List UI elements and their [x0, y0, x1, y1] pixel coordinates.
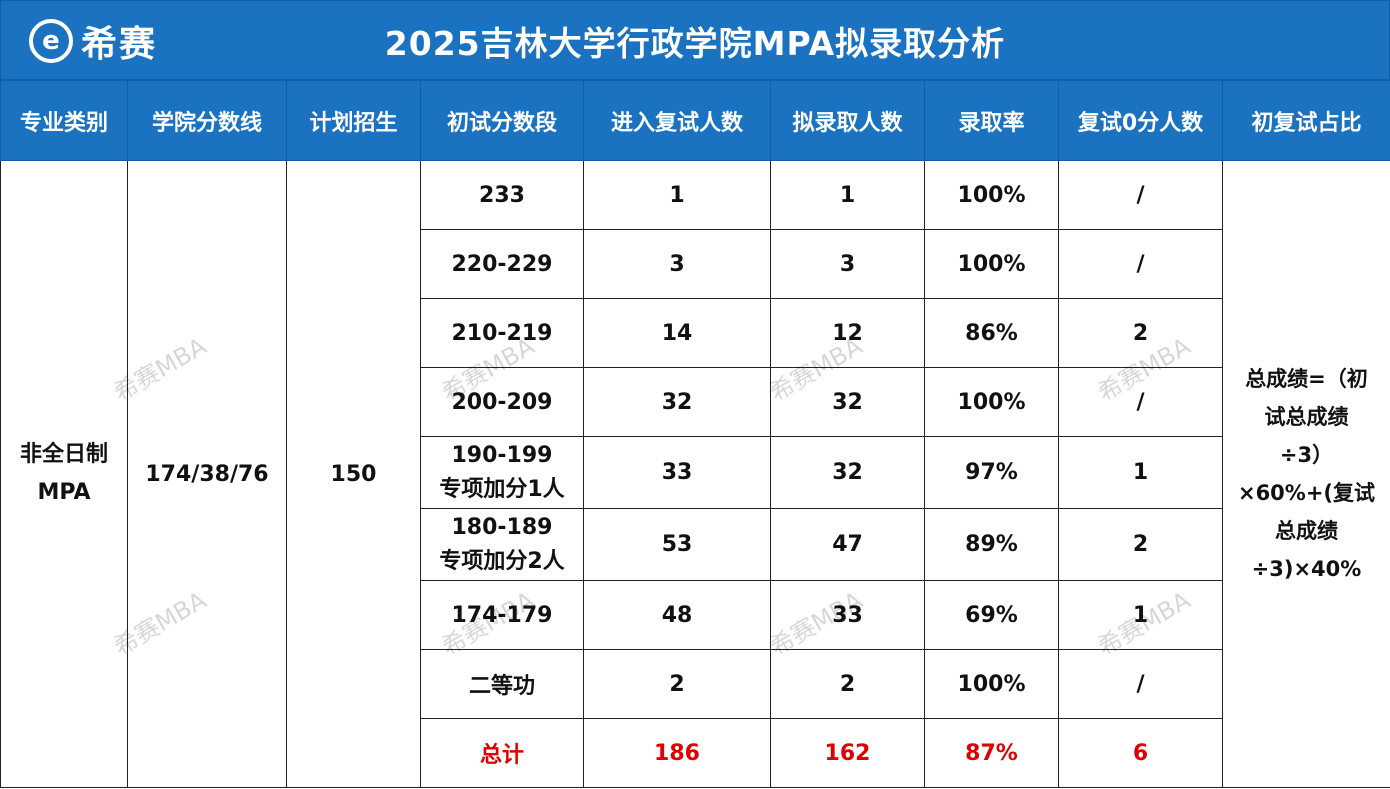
score-range-note: 专项加分1人: [439, 476, 565, 502]
header-row: 专业类别 学院分数线 计划招生 初试分数段 进入复试人数 拟录取人数 录取率 复…: [0, 80, 1390, 161]
retest-count-cell: 1: [583, 160, 771, 230]
admit-rate-cell: 100%: [924, 649, 1059, 719]
retest-count-cell: 33: [583, 436, 771, 509]
header-admit-rate: 录取率: [924, 80, 1059, 161]
zero-score-cell: 1: [1058, 436, 1223, 509]
admit-count-cell: 12: [770, 298, 925, 368]
weighting-formula: 总成绩=（初 试总成绩 ÷3） ×60%+(复试 总成绩 ÷3)×40%: [1224, 360, 1390, 588]
admit-rate-cell: 69%: [924, 580, 1059, 650]
admit-rate-cell: 89%: [924, 508, 1059, 581]
admit-count-cell: 1: [770, 160, 925, 230]
score-range-cell: 220-229: [420, 229, 584, 299]
score-range-cell: 190-199 专项加分1人: [420, 436, 584, 509]
formula-line: ÷3)×40%: [1251, 557, 1362, 581]
header-zero-score: 复试0分人数: [1058, 80, 1223, 161]
header-weighting: 初复试占比: [1222, 80, 1390, 161]
weighting-cell: 总成绩=（初 试总成绩 ÷3） ×60%+(复试 总成绩 ÷3)×40%: [1222, 160, 1390, 788]
logo-text: 希赛: [81, 24, 158, 65]
table-row: 220-229 3 3 100% /: [1, 229, 1390, 299]
formula-line: 总成绩=（初: [1245, 367, 1368, 391]
logo-e-icon: e: [29, 19, 73, 63]
header-retest-count: 进入复试人数: [583, 80, 771, 161]
header-cutoff: 学院分数线: [127, 80, 287, 161]
total-admit-count: 162: [770, 718, 925, 788]
score-range-note: 专项加分2人: [439, 548, 565, 574]
admit-rate-cell: 97%: [924, 436, 1059, 509]
score-range-cell: 233: [420, 160, 584, 230]
table-row: 非全日制 MPA 174/38/76 150 233 1 1 100% / 总成…: [0, 160, 1390, 788]
admission-table: 专业类别 学院分数线 计划招生 初试分数段 进入复试人数 拟录取人数 录取率 复…: [0, 80, 1390, 788]
formula-line: 总成绩: [1275, 519, 1338, 543]
page-title: 2025吉林大学行政学院MPA拟录取分析: [384, 24, 1006, 63]
zero-score-cell: 2: [1058, 508, 1223, 581]
retest-count-cell: 2: [583, 649, 771, 719]
total-label: 总计: [420, 718, 584, 788]
table-row: 174-179 48 33 69% 1: [1, 580, 1390, 650]
header-score-range: 初试分数段: [420, 80, 584, 161]
total-retest-count: 186: [583, 718, 771, 788]
admit-rate-cell: 100%: [924, 367, 1059, 437]
score-range-cell: 210-219: [420, 298, 584, 368]
retest-count-cell: 53: [583, 508, 771, 581]
admit-count-cell: 2: [770, 649, 925, 719]
admit-rate-cell: 86%: [924, 298, 1059, 368]
logo: e 希赛: [29, 17, 157, 65]
zero-score-cell: /: [1058, 229, 1223, 299]
formula-line: 试总成绩: [1264, 405, 1349, 429]
header-plan: 计划招生: [286, 80, 421, 161]
cutoff-cell: 174/38/76: [127, 160, 287, 788]
retest-count-cell: 14: [583, 298, 771, 368]
plan-cell: 150: [286, 160, 421, 788]
admit-count-cell: 33: [770, 580, 925, 650]
admit-count-cell: 32: [770, 367, 925, 437]
retest-count-cell: 3: [583, 229, 771, 299]
admit-count-cell: 3: [770, 229, 925, 299]
title-bar: e 希赛 2025吉林大学行政学院MPA拟录取分析: [0, 0, 1390, 80]
formula-line: ÷3）: [1279, 443, 1334, 467]
retest-count-cell: 48: [583, 580, 771, 650]
score-range-label: 180-189: [451, 514, 553, 540]
score-range-cell: 180-189 专项加分2人: [420, 508, 584, 581]
table-row: 190-199 专项加分1人 33 32 97% 1: [1, 436, 1390, 509]
zero-score-cell: /: [1058, 367, 1223, 437]
zero-score-cell: 1: [1058, 580, 1223, 650]
table-row: 200-209 32 32 100% /: [1, 367, 1390, 437]
admit-count-cell: 32: [770, 436, 925, 509]
header-category: 专业类别: [0, 80, 128, 161]
table-row: 180-189 专项加分2人 53 47 89% 2: [1, 508, 1390, 581]
score-range-label: 190-199: [451, 442, 553, 468]
header-admit-count: 拟录取人数: [770, 80, 925, 161]
formula-line: ×60%+(复试: [1237, 481, 1376, 505]
total-zero-score: 6: [1058, 718, 1223, 788]
admit-rate-cell: 100%: [924, 160, 1059, 230]
admit-count-cell: 47: [770, 508, 925, 581]
total-admit-rate: 87%: [924, 718, 1059, 788]
admit-rate-cell: 100%: [924, 229, 1059, 299]
program-name-line2: MPA: [37, 480, 91, 505]
zero-score-cell: /: [1058, 160, 1223, 230]
score-range-cell: 二等功: [420, 649, 584, 719]
retest-count-cell: 32: [583, 367, 771, 437]
program-name-cell: 非全日制 MPA: [0, 160, 128, 788]
total-row: 总计 186 162 87% 6: [1, 718, 1390, 788]
program-name-line1: 非全日制: [19, 442, 108, 467]
table-row: 二等功 2 2 100% /: [1, 649, 1390, 719]
score-range-cell: 200-209: [420, 367, 584, 437]
zero-score-cell: /: [1058, 649, 1223, 719]
zero-score-cell: 2: [1058, 298, 1223, 368]
score-range-cell: 174-179: [420, 580, 584, 650]
